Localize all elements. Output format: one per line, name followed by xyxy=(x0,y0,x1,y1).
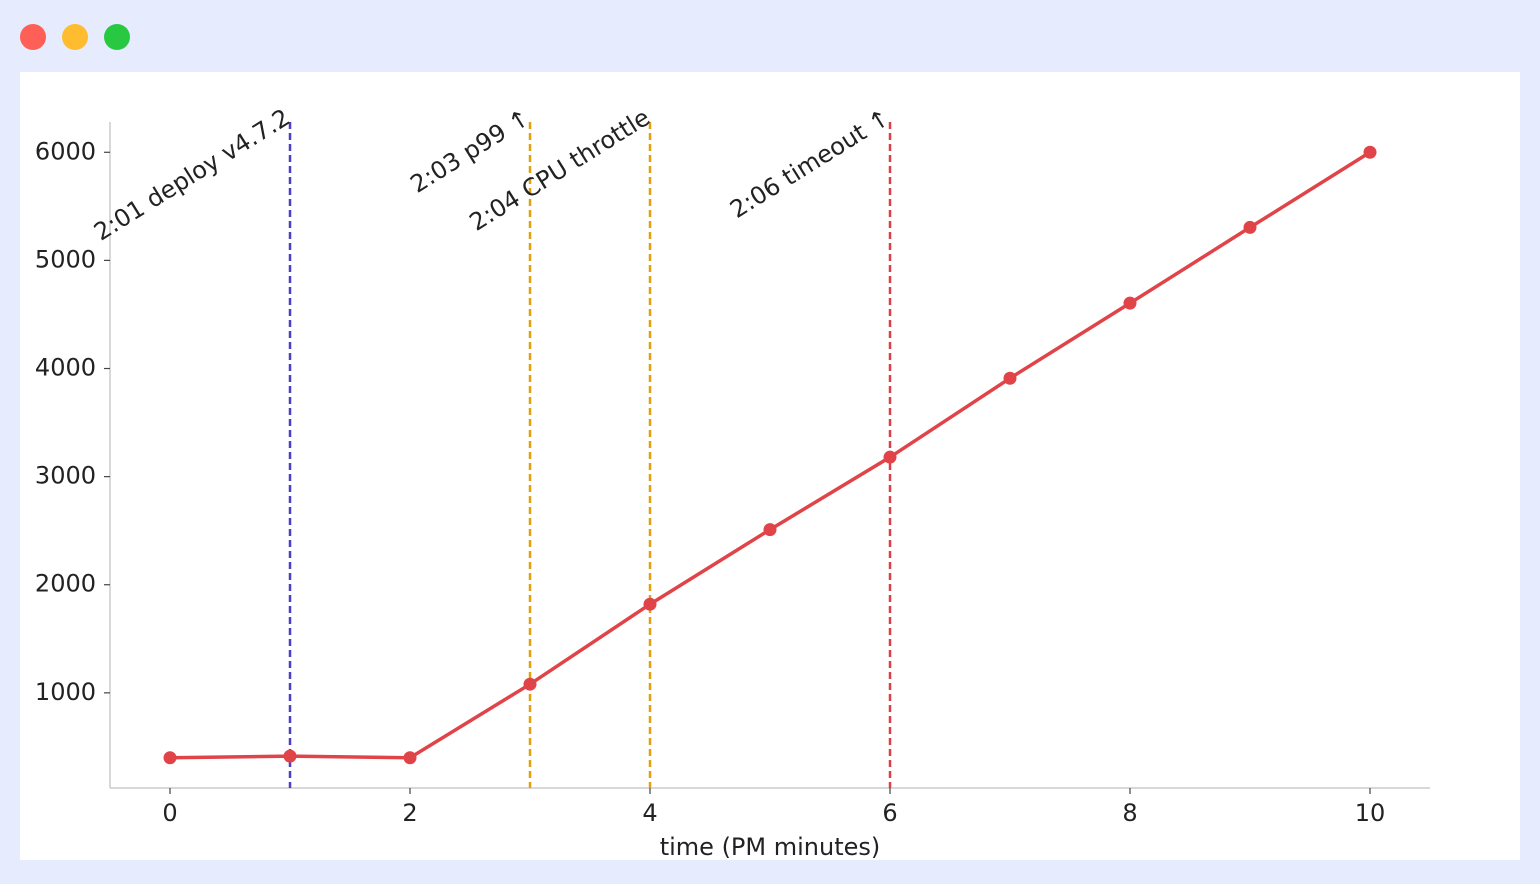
data-point xyxy=(1123,296,1137,310)
data-line xyxy=(169,150,1371,760)
data-point xyxy=(283,749,297,763)
event-label: 2:06 timeout ↑ xyxy=(725,103,895,224)
y-tick-label: 6000 xyxy=(35,137,96,165)
data-point xyxy=(1003,371,1017,385)
y-tick-label: 4000 xyxy=(35,354,96,382)
data-point xyxy=(523,677,537,691)
x-tick-label: 4 xyxy=(642,799,657,827)
y-tick-label: 3000 xyxy=(35,462,96,490)
y-tick-label: 1000 xyxy=(35,678,96,706)
data-point xyxy=(763,523,777,537)
window-panel xyxy=(20,72,1520,860)
x-tick-label: 6 xyxy=(882,799,897,827)
data-point xyxy=(883,450,897,464)
x-tick-label: 2 xyxy=(402,799,417,827)
data-point xyxy=(1243,220,1257,234)
x-tick-label: 10 xyxy=(1355,799,1386,827)
maximize-button[interactable] xyxy=(104,24,130,50)
minimize-button[interactable] xyxy=(62,24,88,50)
x-axis-label: time (PM minutes) xyxy=(660,833,881,861)
data-point xyxy=(163,751,177,765)
data-point xyxy=(1363,145,1377,159)
close-button[interactable] xyxy=(20,24,46,50)
y-tick-label: 5000 xyxy=(35,245,96,273)
data-point xyxy=(643,597,657,611)
y-tick-label: 2000 xyxy=(35,570,96,598)
x-tick-label: 0 xyxy=(162,799,177,827)
data-point xyxy=(403,751,417,765)
event-label: 2:01 deploy v4.7.2 xyxy=(89,103,295,246)
x-tick-label: 8 xyxy=(1122,799,1137,827)
